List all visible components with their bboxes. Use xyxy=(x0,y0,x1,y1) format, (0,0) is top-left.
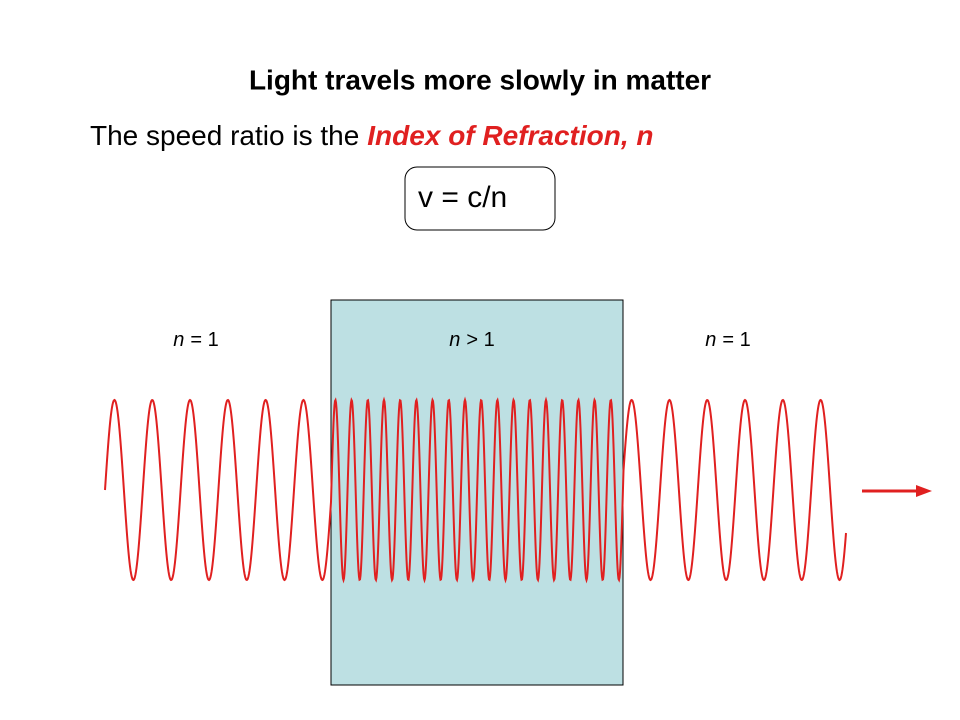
subtitle: The speed ratio is the Index of Refractio… xyxy=(90,120,654,151)
wave xyxy=(104,396,847,584)
region-labels: n = 1 n > 1 n = 1 xyxy=(173,329,750,351)
formula-box xyxy=(404,166,556,231)
subtitle-lead: The speed ratio is the xyxy=(90,120,359,151)
title: Light travels more slowly in matter xyxy=(249,64,711,95)
region-relation: = 1 xyxy=(190,329,218,351)
formula: v = c/n xyxy=(418,181,507,214)
region-symbol: n xyxy=(449,329,460,351)
region-symbol: n xyxy=(705,329,716,351)
arrow-head xyxy=(916,485,932,497)
region-symbol: n xyxy=(173,329,184,351)
subtitle-highlight: Index of Refraction, n xyxy=(367,120,653,151)
region-label: n = 1 xyxy=(705,329,750,351)
region-relation: = 1 xyxy=(722,329,750,351)
region-relation: > 1 xyxy=(466,329,494,351)
region-label: n > 1 xyxy=(449,329,494,351)
region-label: n = 1 xyxy=(173,329,218,351)
